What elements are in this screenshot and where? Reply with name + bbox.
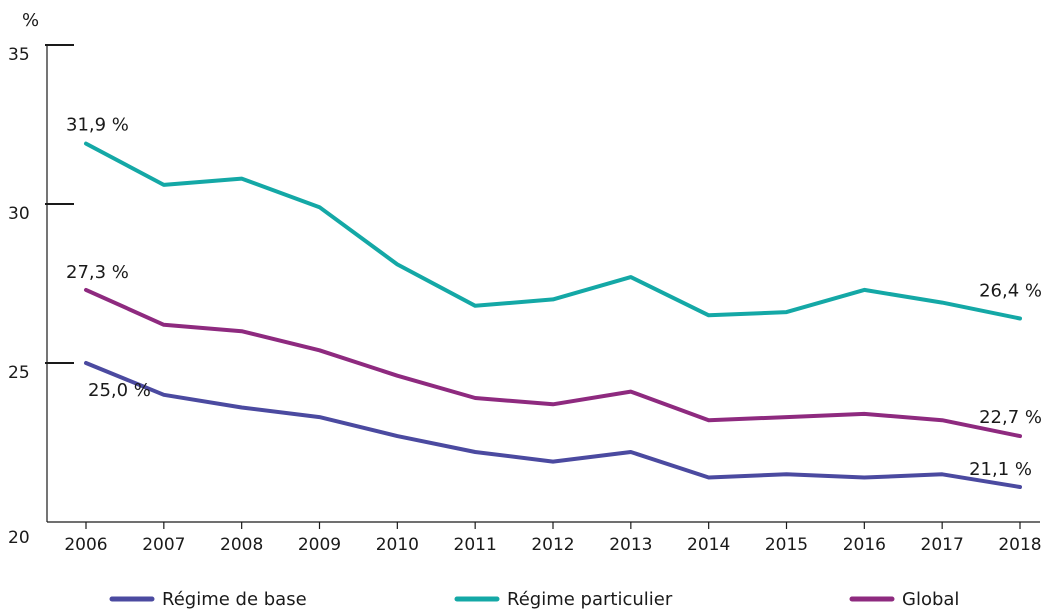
x-tick-label: 2008 <box>220 535 263 555</box>
x-tick-label: 2016 <box>843 535 886 555</box>
x-tick-label: 2018 <box>998 535 1041 555</box>
y-tick-label: 35 <box>8 45 30 65</box>
x-tick-label: 2014 <box>687 535 730 555</box>
x-tick-label: 2007 <box>142 535 185 555</box>
series-line <box>84 141 1022 321</box>
y-tick-label: 30 <box>8 204 30 224</box>
data-label: 25,0 % <box>88 380 151 401</box>
series-line <box>84 287 1022 439</box>
x-axis: 2006 2007 2008 2009 2010 2011 2012 2013 2014 2015… <box>47 521 1042 555</box>
x-tick-label: 2012 <box>531 535 574 555</box>
y-axis: 20 25 30 35 <box>8 44 74 548</box>
x-tick-label: 2010 <box>376 535 419 555</box>
y-tick-label: 25 <box>8 363 30 383</box>
data-labels: 25,0 % 21,1 % 31,9 % 26,4 % 27,3 % 22,7 % <box>66 115 1042 480</box>
series-lines <box>84 141 1022 489</box>
data-label: 22,7 % <box>979 407 1042 428</box>
x-tick-label: 2009 <box>298 535 341 555</box>
data-label: 21,1 % <box>969 459 1032 480</box>
series-line <box>84 361 1022 489</box>
x-tick-label: 2015 <box>765 535 808 555</box>
x-tick-label: 2017 <box>921 535 964 555</box>
y-tick-label: 20 <box>8 528 30 548</box>
data-label: 26,4 % <box>979 280 1042 301</box>
legend-label: Régime particulier <box>507 589 673 610</box>
data-label: 31,9 % <box>66 115 129 136</box>
legend-label: Régime de base <box>162 589 307 610</box>
legend: Régime de base Régime particulier Global <box>109 589 959 610</box>
data-label: 27,3 % <box>66 262 129 283</box>
x-tick-label: 2006 <box>64 535 107 555</box>
x-tick-label: 2013 <box>609 535 652 555</box>
legend-label: Global <box>902 589 959 610</box>
y-axis-unit-label: % <box>22 10 39 31</box>
x-tick-label: 2011 <box>454 535 497 555</box>
